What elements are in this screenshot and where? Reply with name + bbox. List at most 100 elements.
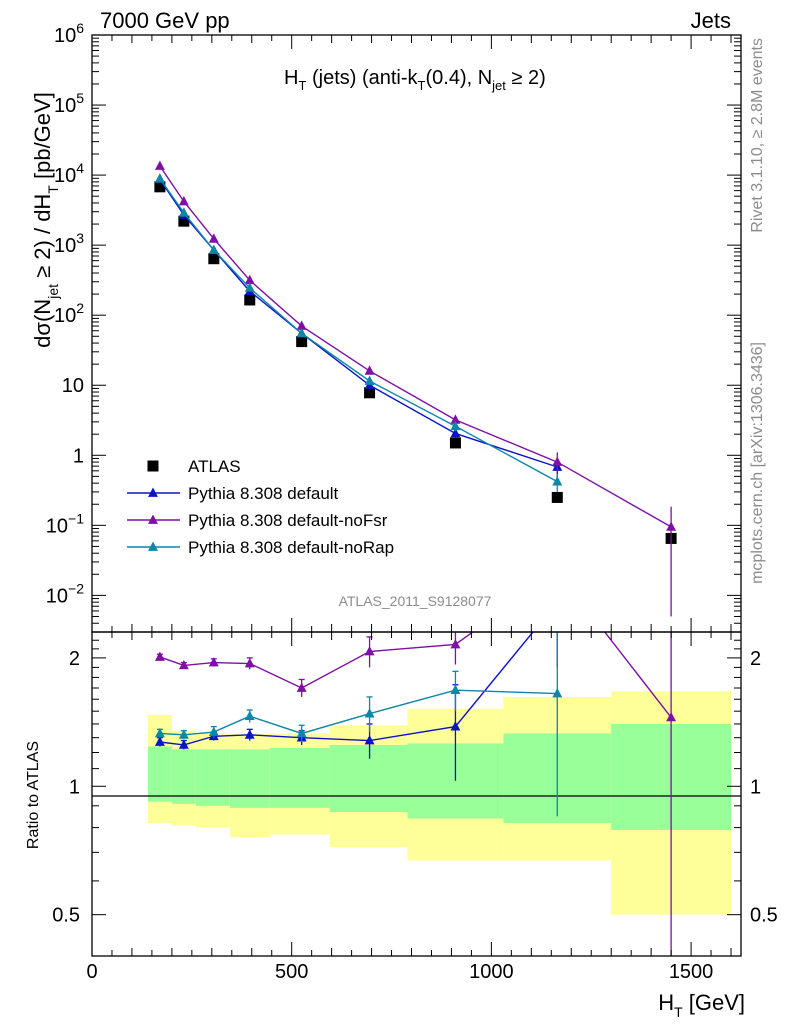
stat-uncertainty-band [329, 744, 408, 813]
stat-uncertainty-band [229, 749, 270, 808]
pythia-8-308-default-norap-ratio-point [154, 727, 165, 738]
ratio-ticks [91, 631, 741, 957]
x-axis-label: HT [GeV] [658, 990, 745, 1020]
y-tick-label: 10−1 [46, 510, 84, 537]
y-tick-label: 10−2 [46, 580, 84, 607]
pythia-8-308-default-ratio-point [244, 729, 255, 739]
y-tick-label: 1 [73, 445, 84, 467]
main-panel: 10−2 10−1 1 10 102 103 104 105 106 HT (jets) (an… [30, 20, 742, 633]
y-tick-label: 103 [54, 230, 84, 257]
y-tick-label: 105 [54, 90, 84, 117]
pythia-8-308-default-ratio-point [450, 721, 461, 731]
atlas-point [449, 437, 461, 449]
pythia-8-308-default-nofsr-ratio-point [552, 565, 562, 574]
pythia-8-308-default-nofsr-ratio-point [244, 658, 255, 668]
y-tick-label: 102 [54, 300, 84, 327]
x-tick-label: 1500 [669, 961, 714, 983]
pythia-8-308-default-nofsr-ratio-point [364, 646, 375, 656]
pythia-8-308-default-nofsr-point [208, 233, 219, 243]
pythia-8-308-default-norap-ratio-point [364, 708, 375, 718]
atlas-point [364, 387, 376, 399]
pythia-8-308-default-nofsr-point [552, 456, 563, 466]
pythia-8-308-default-norap-point [450, 420, 461, 431]
ratio-panel: 0.5 0.5 1 1 2 2 Ratio to ATLAS [25, 565, 778, 957]
x-tick-labels: 0 500 1000 1500 [86, 961, 713, 983]
ratio-bands [147, 691, 732, 915]
y-tick-label: 106 [54, 20, 84, 47]
pythia-8-308-default-line [159, 178, 558, 468]
ratio-y-tick-labels: 0.5 0.5 1 1 2 2 [52, 648, 778, 927]
pythia-8-308-default-norap-line [159, 178, 558, 483]
ratio-y-tick-label: 0.5 [52, 905, 80, 927]
pythia-8-308-default-nofsr-ratio-point [154, 651, 165, 661]
ratio-series [154, 565, 677, 956]
stat-uncertainty-band [269, 747, 330, 808]
pythia-8-308-default-nofsr-ratio-point [450, 638, 461, 649]
legend-label-pythia-8-308-default: Pythia 8.308 default [188, 484, 339, 503]
pythia-8-308-default-ratio-point [154, 736, 165, 746]
pythia-8-308-default-norap-ratio-point [450, 684, 461, 695]
legend-marker-pythia-8-308-default [148, 487, 158, 497]
pythia-8-308-default-norap-point [244, 282, 255, 292]
x-tick-label: 500 [275, 961, 308, 983]
atlas-point [551, 491, 563, 503]
pythia-8-308-default-nofsr-point [244, 274, 255, 285]
pythia-8-308-default-nofsr-ratio-point [208, 657, 219, 667]
stat-uncertainty-band [171, 749, 196, 804]
ratio-y-tick-label-right: 1 [750, 776, 761, 798]
ratio-y-tick-label-right: 2 [750, 648, 761, 670]
legend-marker-pythia-8-308-default-nofsr [148, 514, 158, 524]
pythia-8-308-default-nofsr-ratio-point [178, 659, 189, 670]
y-tick-label: 104 [54, 160, 84, 187]
main-y-tick-labels: 10−2 10−1 1 10 102 103 104 105 106 [46, 20, 84, 607]
legend-label-pythia-8-308-default-nofsr: Pythia 8.308 default-noFsr [188, 511, 388, 530]
pythia-8-308-default-norap-point [552, 476, 563, 486]
main-y-axis-label: dσ(Njet ≥ 2) / dHT [pb/GeV] [30, 92, 61, 348]
pythia-8-308-default-ratio-point [364, 735, 375, 745]
ratio-frame [91, 631, 742, 957]
mcplots-note: mcplots.cern.ch [arXiv:1306.3436] [749, 342, 766, 584]
pythia-8-308-default-norap-ratio-point [552, 688, 563, 698]
pythia-8-308-default-nofsr-point [296, 320, 307, 330]
pythia-8-308-default-nofsr-ratio-point [666, 711, 677, 722]
analysis-id: ATLAS_2011_S9128077 [339, 593, 492, 609]
legend-label-pythia-8-308-default-norap: Pythia 8.308 default-noRap [188, 538, 394, 557]
main-series [154, 160, 677, 617]
legend-marker-pythia-8-308-default-norap [148, 541, 158, 551]
ratio-y-tick-label: 2 [69, 648, 80, 670]
pythia-8-308-default-nofsr-point [666, 521, 677, 531]
pythia-8-308-default-norap-ratio-point [244, 710, 255, 721]
pythia-8-308-default-norap-point [364, 375, 375, 385]
x-tick-label: 0 [86, 961, 97, 983]
pythia-8-308-default-nofsr-ratio-point [296, 682, 307, 692]
pythia-8-308-default-ratio-line [159, 632, 534, 746]
stat-uncertainty-band [147, 746, 172, 802]
pythia-8-308-default-norap-ratio-point [178, 729, 189, 739]
pythia-8-308-default-norap-point [208, 244, 219, 254]
pythia-8-308-default-ratio-point [178, 739, 189, 749]
pythia-8-308-default-norap-ratio-point [208, 726, 219, 736]
pythia-8-308-default-norap-point [154, 173, 165, 183]
ratio-y-tick-label-right: 0.5 [750, 905, 778, 927]
atlas-point [244, 294, 256, 306]
pythia-8-308-default-nofsr-point [364, 365, 375, 375]
header-left: 7000 GeV pp [100, 8, 230, 33]
atlas-point [178, 215, 190, 227]
atlas-point [208, 253, 220, 265]
pythia-8-308-default-norap-point [296, 327, 307, 338]
legend-marker-atlas [147, 460, 159, 472]
pythia-8-308-default-nofsr-point [450, 414, 461, 424]
ratio-y-tick-label: 1 [69, 776, 80, 798]
stat-uncertainty-band [195, 749, 230, 806]
x-tick-label: 1000 [469, 961, 514, 983]
pythia-8-308-default-norap-ratio-line [159, 689, 558, 736]
pythia-8-308-default-ratio-point [552, 597, 562, 606]
pythia-8-308-default-nofsr-point [178, 195, 189, 206]
header-right: Jets [691, 8, 731, 33]
legend: ATLAS Pythia 8.308 default Pythia 8.308 de… [127, 457, 394, 557]
rivet-note: Rivet 3.1.10, ≥ 2.8M events [749, 38, 766, 233]
pythia-8-308-default-point [450, 427, 461, 438]
atlas-point [296, 336, 308, 348]
main-title: HT (jets) (anti-kT(0.4), Njet ≥ 2) [284, 67, 546, 93]
